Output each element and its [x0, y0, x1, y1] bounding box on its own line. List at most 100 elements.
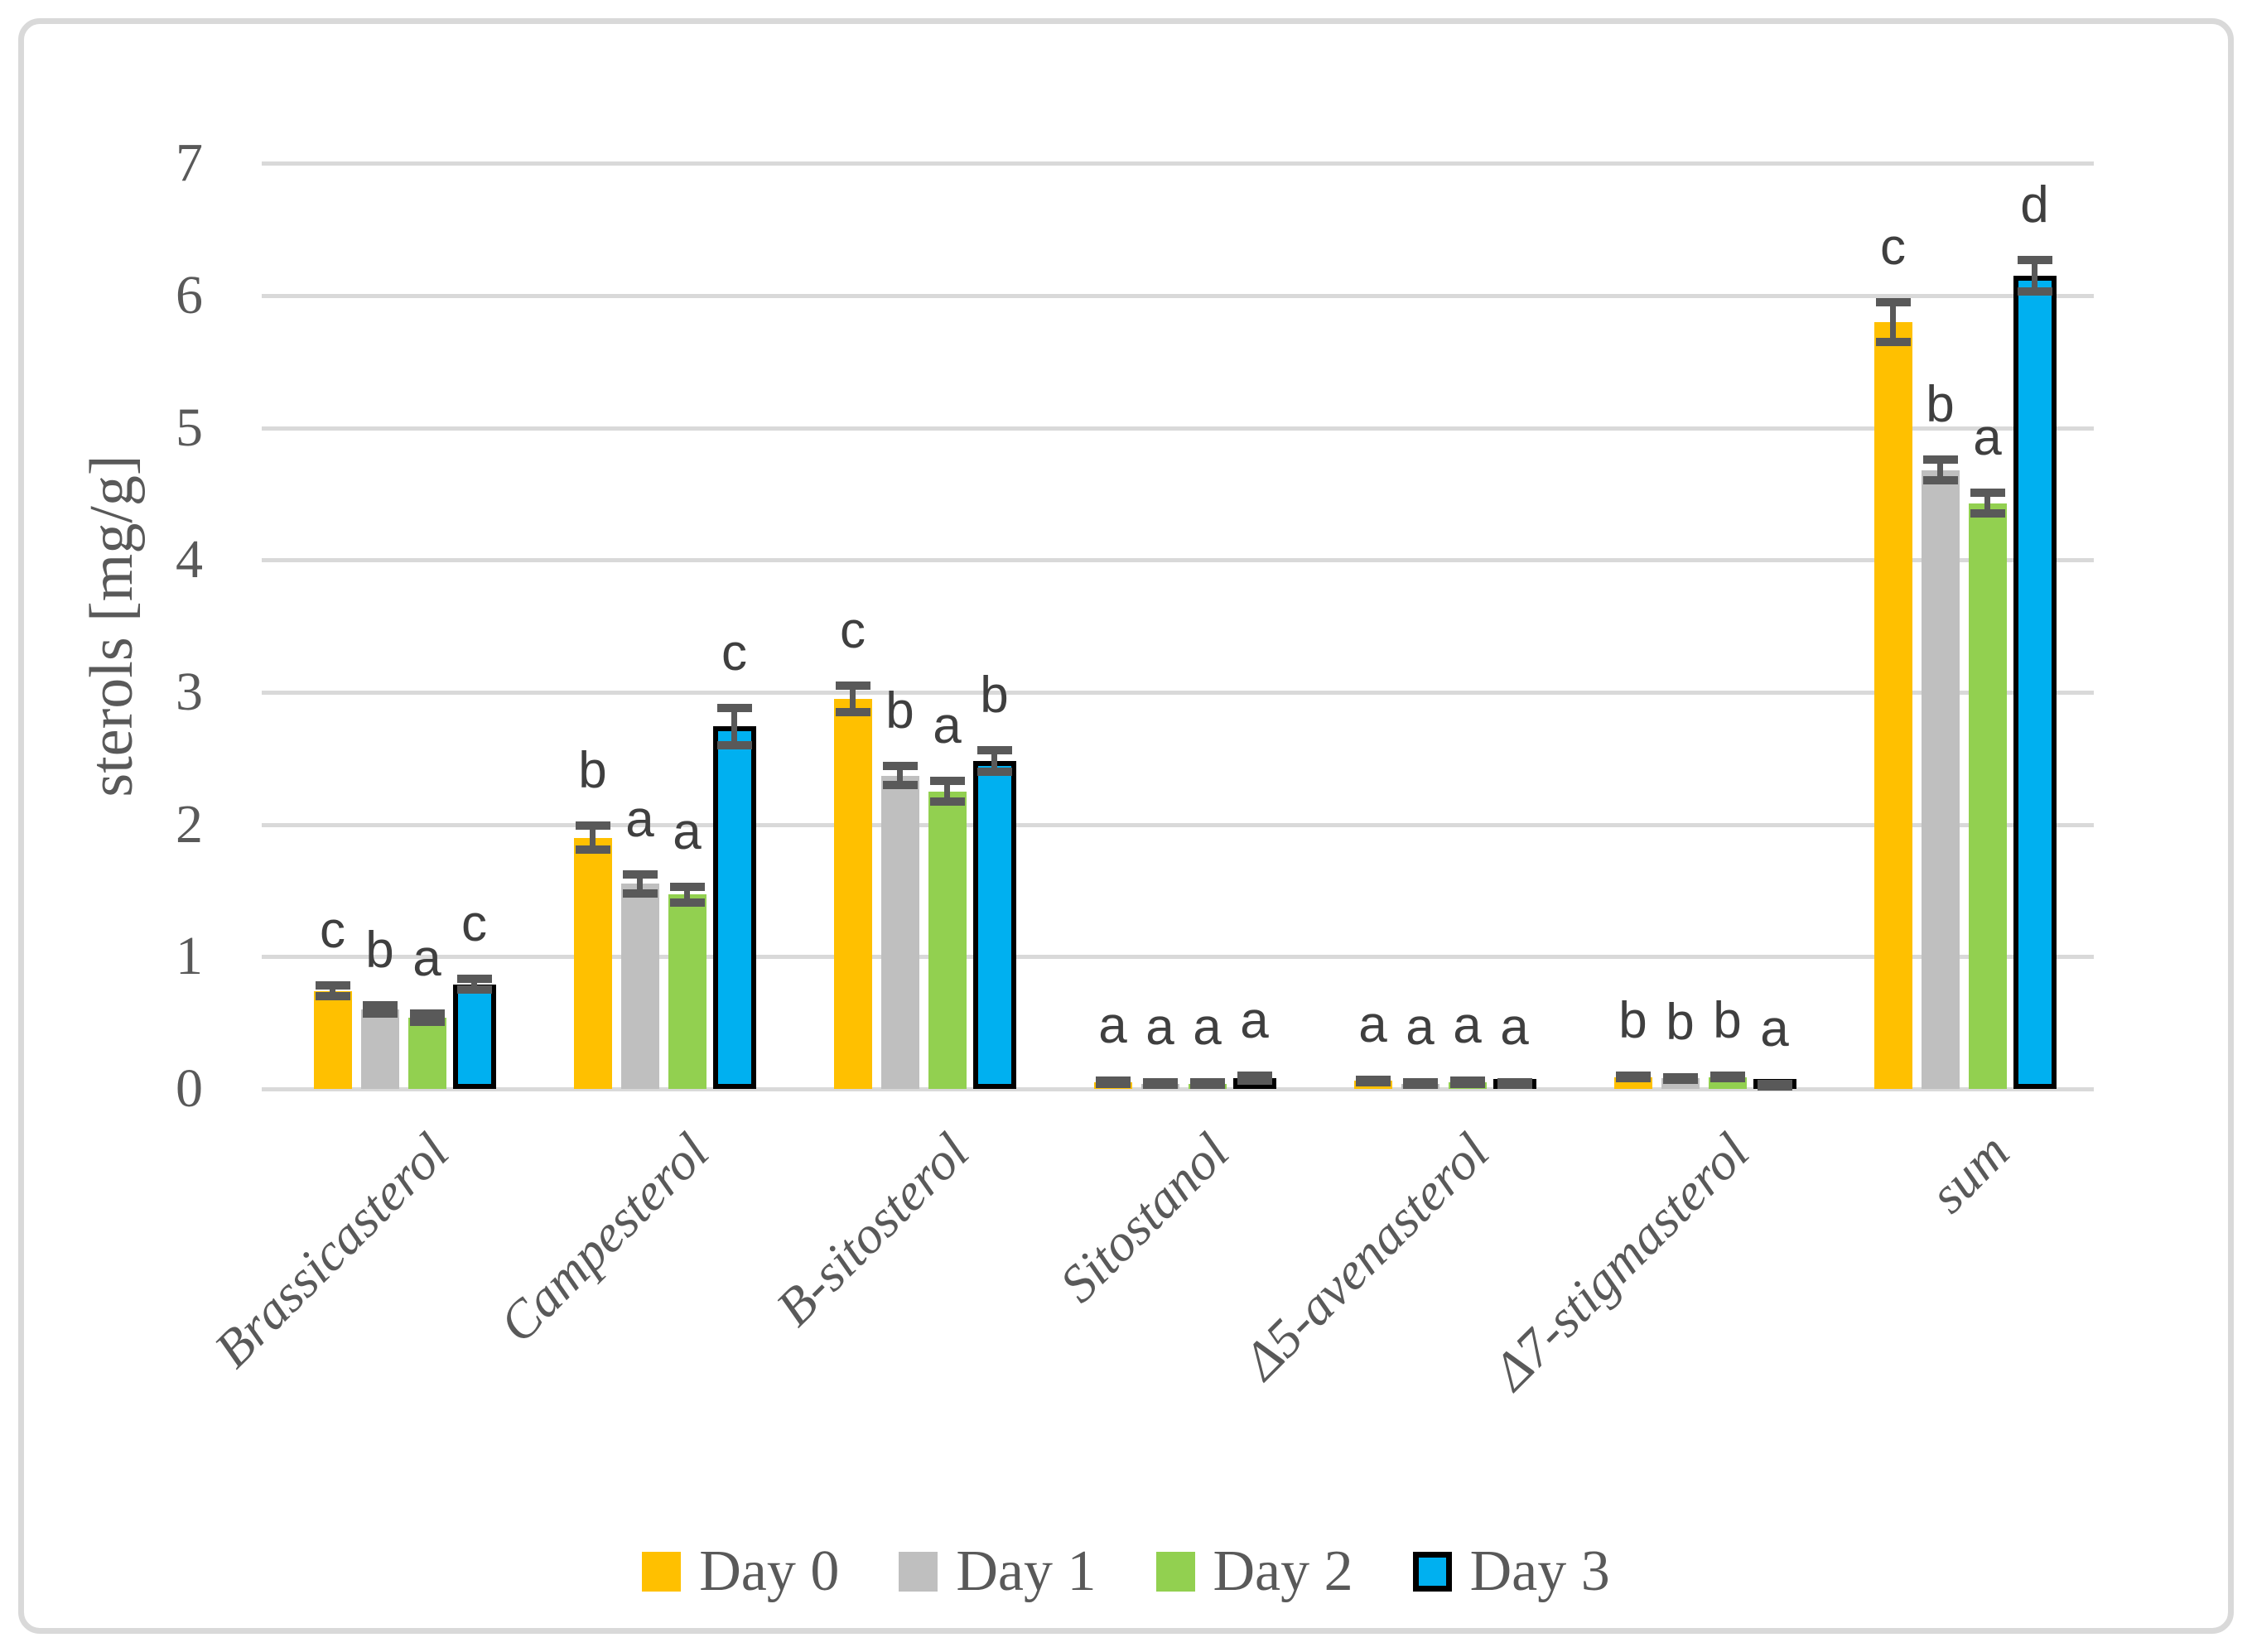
error-bar-day-2-b-sitosterol	[944, 780, 950, 802]
bar-day-2-brassicasterol	[407, 1017, 446, 1089]
sig-letter-day-3-sum: d	[2020, 176, 2049, 234]
sig-letter-day-3-brassicasterol: c	[461, 895, 487, 953]
gridline-3	[262, 690, 2094, 695]
sig-letter-day-3-campesterol: c	[721, 624, 747, 682]
error-cap-bottom-day-2-b-sitosterol	[929, 797, 965, 807]
error-cap-top-day-3-brassicasterol	[456, 975, 492, 984]
error-cap-bottom-day-0-sum	[1875, 337, 1911, 346]
sig-letter-day-0-sum: c	[1880, 218, 1906, 276]
bar-day-0-sum	[1873, 321, 1912, 1089]
gridline-4	[262, 558, 2094, 563]
error-bar-day-1-campesterol	[637, 874, 643, 893]
sig-letter-day-2--7-stigmasterol: b	[1713, 992, 1742, 1050]
error-cap-top-day-2-campesterol	[669, 882, 705, 891]
error-cap-top-day-0-b-sitosterol	[835, 681, 870, 690]
sig-letter-day-2-campesterol: a	[673, 802, 702, 860]
y-tick-label-6: 6	[176, 264, 203, 325]
error-cap-top-day-2-b-sitosterol	[929, 776, 965, 785]
y-tick-label-4: 4	[176, 529, 203, 590]
y-tick-label-0: 0	[176, 1058, 203, 1119]
error-bar-day-2-campesterol	[684, 886, 690, 903]
sig-letter-day-3-b-sitosterol: b	[980, 667, 1009, 725]
legend-label-day-2: Day 2	[1213, 1539, 1353, 1603]
error-cap-bottom-day-1-brassicasterol	[362, 1009, 398, 1018]
sig-letter-day-1--5-avenasterol: a	[1406, 999, 1435, 1056]
error-cap-top-day-1-brassicasterol	[362, 1001, 398, 1010]
legend-swatch-day-0	[642, 1552, 682, 1592]
bar-day-2-sum	[1968, 503, 2007, 1089]
error-cap-top-day-1-sum	[1922, 455, 1958, 464]
y-axis-title: sterols [mg/g]	[77, 303, 146, 949]
sig-letter-day-1-brassicasterol: b	[365, 922, 394, 980]
bar-day-2-campesterol	[668, 894, 706, 1089]
error-cap-bottom-day-1--5-avenasterol	[1402, 1081, 1438, 1090]
sig-letter-day-3--5-avenasterol: a	[1500, 999, 1529, 1056]
sig-letter-day-0-b-sitosterol: c	[840, 601, 866, 659]
y-tick-label-7: 7	[176, 132, 203, 194]
y-tick-label-3: 3	[176, 661, 203, 722]
y-axis-title-text: sterols [mg/g]	[77, 455, 146, 797]
legend-label-day-3: Day 3	[1469, 1539, 1610, 1603]
sig-letter-day-2-sitostanol: a	[1193, 999, 1222, 1056]
error-cap-top-day-0-brassicasterol	[315, 981, 350, 990]
error-cap-bottom-day-1-sitostanol	[1142, 1081, 1178, 1090]
gridline-2	[262, 822, 2094, 827]
error-cap-bottom-day-1--7-stigmasterol	[1662, 1075, 1698, 1084]
error-bar-day-3-b-sitosterol	[991, 750, 997, 772]
sig-letter-day-2-b-sitosterol: a	[933, 696, 962, 754]
bar-day-1-sum	[1921, 470, 1960, 1089]
error-cap-top-day-1-b-sitosterol	[882, 762, 918, 771]
sig-letter-day-3-sitostanol: a	[1240, 992, 1269, 1050]
sig-letter-day-3--7-stigmasterol: a	[1760, 999, 1789, 1057]
chart-frame	[18, 18, 2234, 1634]
gridline-5	[262, 426, 2094, 431]
legend-item-day-3: Day 3	[1412, 1539, 1610, 1603]
error-cap-bottom-day-1-b-sitosterol	[882, 780, 918, 789]
legend-swatch-day-3	[1412, 1552, 1452, 1592]
sig-letter-day-2-brassicasterol: a	[412, 929, 441, 987]
error-bar-day-0-brassicasterol	[330, 985, 335, 997]
legend: Day 0 Day 1 Day 2 Day 3	[0, 1522, 2252, 1621]
error-cap-bottom-day-3-b-sitosterol	[977, 767, 1012, 776]
legend-label-day-1: Day 1	[956, 1539, 1097, 1603]
error-cap-bottom-day-1-sum	[1922, 476, 1958, 485]
error-cap-bottom-day-3--5-avenasterol	[1497, 1081, 1532, 1090]
error-cap-bottom-day-0-brassicasterol	[315, 992, 350, 1001]
error-cap-bottom-day-2-sum	[1970, 509, 2005, 518]
error-cap-bottom-day-2-brassicasterol	[409, 1017, 445, 1026]
y-tick-label-2: 2	[176, 793, 203, 855]
sig-letter-day-0--7-stigmasterol: b	[1618, 992, 1647, 1050]
error-cap-bottom-day-0-sitostanol	[1095, 1079, 1131, 1088]
error-cap-top-day-3-campesterol	[716, 704, 752, 713]
error-cap-bottom-day-0-campesterol	[575, 845, 610, 854]
sig-letter-day-0-campesterol: b	[578, 742, 607, 800]
legend-item-day-0: Day 0	[642, 1543, 839, 1601]
legend-item-day-2: Day 2	[1155, 1539, 1353, 1603]
error-cap-bottom-day-3-sitostanol	[1237, 1076, 1272, 1086]
error-cap-bottom-day-3-campesterol	[716, 740, 752, 749]
error-cap-top-day-0-campesterol	[575, 821, 610, 831]
error-bar-day-2-sum	[1984, 492, 1990, 514]
legend-swatch-day-1	[899, 1552, 938, 1592]
error-bar-day-3-campesterol	[731, 708, 737, 745]
error-cap-bottom-day-3--7-stigmasterol	[1757, 1081, 1792, 1091]
error-cap-bottom-day-2-campesterol	[669, 898, 705, 907]
sig-letter-day-1-sitostanol: a	[1145, 999, 1174, 1056]
error-cap-top-day-3-sitostanol	[1237, 1072, 1272, 1081]
error-cap-bottom-day-2-sitostanol	[1189, 1081, 1225, 1090]
sig-letter-day-1--7-stigmasterol: b	[1666, 993, 1695, 1051]
error-bar-day-3-brassicasterol	[471, 979, 477, 990]
error-cap-bottom-day-1-campesterol	[622, 889, 658, 898]
gridline-0	[262, 1087, 2094, 1091]
error-bar-day-0-sum	[1890, 301, 1896, 342]
error-cap-top-day-3-b-sitosterol	[977, 746, 1012, 755]
sig-letter-day-2-sum: a	[1973, 408, 2002, 466]
legend-label-day-0: Day 0	[699, 1539, 840, 1603]
bar-day-3-sum	[2013, 275, 2057, 1089]
error-cap-bottom-day-2--5-avenasterol	[1449, 1079, 1485, 1088]
error-cap-top-day-2-brassicasterol	[409, 1009, 445, 1018]
sig-letter-day-2--5-avenasterol: a	[1453, 997, 1482, 1055]
error-cap-bottom-day-2--7-stigmasterol	[1709, 1074, 1745, 1083]
legend-swatch-day-2	[1155, 1552, 1195, 1592]
